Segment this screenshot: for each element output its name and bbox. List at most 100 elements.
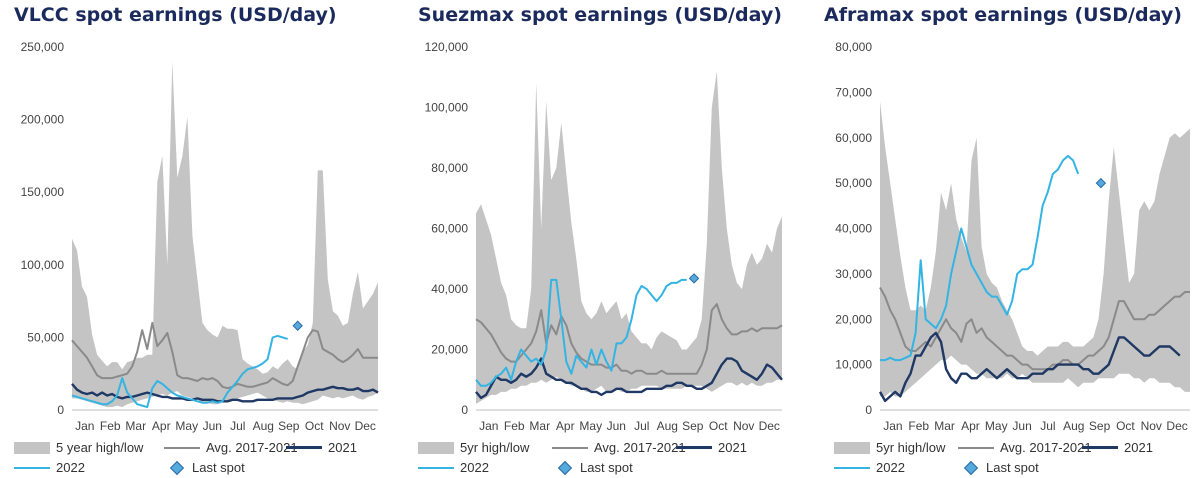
x-tick-label: Aug bbox=[253, 419, 274, 433]
legend-label: 5yr high/low bbox=[876, 440, 946, 455]
band-area bbox=[72, 61, 378, 408]
legend-label: Avg. 2017-2021 bbox=[594, 440, 686, 455]
avg-swatch bbox=[552, 446, 588, 449]
x-tick-label: Nov bbox=[733, 419, 754, 433]
avg-2017-2021-line bbox=[475, 303, 783, 375]
line-2022-swatch bbox=[418, 466, 454, 469]
legend-item-2022: 2022 bbox=[834, 460, 905, 475]
y-tick-label: 80,000 bbox=[431, 161, 468, 175]
chart-title: VLCC spot earnings (USD/day) bbox=[14, 4, 337, 26]
line-2021-swatch bbox=[676, 446, 712, 449]
line-2021 bbox=[475, 357, 783, 400]
legend-item-last-spot: Last spot bbox=[552, 460, 633, 475]
line-2022 bbox=[880, 154, 1080, 362]
legend-item-last-spot: Last spot bbox=[164, 460, 245, 475]
x-tick-label: Feb bbox=[100, 419, 121, 433]
y-tick-label: 60,000 bbox=[835, 131, 872, 145]
legend-item-2021: 2021 bbox=[676, 440, 747, 455]
line-2022 bbox=[71, 334, 288, 409]
x-tick-label: Oct bbox=[305, 419, 324, 433]
x-tick-label: Jan bbox=[479, 419, 498, 433]
x-tick-label: Jul bbox=[230, 419, 245, 433]
x-tick-label: Sep bbox=[278, 419, 300, 433]
avg-swatch bbox=[958, 446, 994, 449]
x-tick-label: Jan bbox=[75, 419, 94, 433]
x-tick-label: Apr bbox=[152, 419, 171, 433]
x-tick-label: Dec bbox=[1166, 419, 1187, 433]
legend-item-2021: 2021 bbox=[286, 440, 357, 455]
x-tick-label: Jun bbox=[1012, 419, 1031, 433]
x-tick-label: Aug bbox=[657, 419, 678, 433]
suezmax-plot: 0 20,000 40,000 60,000 80,000 100,000 120,000 J… bbox=[425, 40, 783, 433]
x-tick-label: Jun bbox=[203, 419, 222, 433]
x-tick-label: May bbox=[175, 419, 198, 433]
diamond-icon bbox=[557, 460, 573, 475]
legend-label: Avg. 2017-2021 bbox=[206, 440, 298, 455]
x-tick-label: Oct bbox=[709, 419, 728, 433]
x-tick-label: Jul bbox=[1040, 419, 1055, 433]
band-swatch bbox=[14, 441, 50, 454]
x-tick-label: Jun bbox=[607, 419, 626, 433]
chart-title: Suezmax spot earnings (USD/day) bbox=[418, 4, 782, 26]
y-tick-label: 120,000 bbox=[425, 40, 469, 54]
chart-title: Aframax spot earnings (USD/day) bbox=[824, 4, 1182, 26]
legend-item-avg: Avg. 2017-2021 bbox=[958, 440, 1092, 455]
x-tick-label: Mar bbox=[529, 419, 550, 433]
legend-label: 2021 bbox=[718, 440, 747, 455]
y-tick-label: 200,000 bbox=[21, 113, 65, 127]
y-tick-label: 150,000 bbox=[21, 185, 65, 199]
line-2022-swatch bbox=[834, 466, 870, 469]
y-tick-label: 250,000 bbox=[21, 40, 65, 54]
x-tick-label: Oct bbox=[1116, 419, 1135, 433]
legend-item-last-spot: Last spot bbox=[958, 460, 1039, 475]
legend-item-band: 5 year high/low bbox=[14, 440, 143, 455]
line-2021 bbox=[71, 383, 379, 403]
y-tick-label: 20,000 bbox=[835, 312, 872, 326]
legend-label: Last spot bbox=[580, 460, 633, 475]
x-tick-label: Nov bbox=[1141, 419, 1162, 433]
y-tick-label: 30,000 bbox=[835, 267, 872, 281]
legend-item-avg: Avg. 2017-2021 bbox=[552, 440, 686, 455]
avg-2017-2021-line bbox=[879, 287, 1190, 371]
last-spot-marker bbox=[1095, 177, 1107, 189]
aframax-panel: Aframax spot earnings (USD/day) 0 10,000 2… bbox=[810, 0, 1200, 478]
legend-item-2022: 2022 bbox=[14, 460, 85, 475]
y-tick-label: 0 bbox=[865, 403, 872, 417]
y-tick-label: 100,000 bbox=[425, 101, 469, 115]
x-tick-label: Apr bbox=[556, 419, 575, 433]
y-tick-label: 50,000 bbox=[835, 176, 872, 190]
y-tick-label: 40,000 bbox=[431, 282, 468, 296]
legend-label: Last spot bbox=[986, 460, 1039, 475]
x-tick-label: Mar bbox=[125, 419, 146, 433]
x-tick-label: Jan bbox=[883, 419, 902, 433]
diamond-icon bbox=[169, 460, 185, 475]
legend-label: Last spot bbox=[192, 460, 245, 475]
x-tick-label: Feb bbox=[908, 419, 929, 433]
y-tick-label: 70,000 bbox=[835, 85, 872, 99]
line-2022 bbox=[475, 278, 687, 387]
band-swatch bbox=[834, 441, 870, 454]
y-tick-label: 50,000 bbox=[27, 330, 64, 344]
x-tick-label: May bbox=[579, 419, 602, 433]
last-spot-marker bbox=[292, 320, 303, 331]
legend-label: 5 year high/low bbox=[56, 440, 144, 455]
x-tick-label: Dec bbox=[355, 419, 376, 433]
band-swatch bbox=[418, 441, 454, 454]
avg-swatch bbox=[164, 446, 200, 449]
legend-label: 2022 bbox=[56, 460, 85, 475]
aframax-plot: 0 10,000 20,000 30,000 40,000 50,000 60,000 70,… bbox=[835, 40, 1190, 433]
legend-label: 2022 bbox=[876, 460, 905, 475]
x-tick-label: Nov bbox=[329, 419, 350, 433]
x-tick-label: Aug bbox=[1063, 419, 1084, 433]
vlcc-panel: VLCC spot earnings (USD/day) 0 50,000 100,… bbox=[0, 0, 400, 478]
diamond-icon bbox=[963, 460, 979, 475]
y-tick-label: 100,000 bbox=[21, 258, 65, 272]
y-tick-label: 0 bbox=[461, 403, 468, 417]
suezmax-panel: Suezmax spot earnings (USD/day) 0 20,000 4… bbox=[404, 0, 804, 478]
line-2021 bbox=[878, 331, 1181, 403]
vlcc-plot: 0 50,000 100,000 150,000 200,000 250,000 Jan Fe… bbox=[21, 40, 379, 433]
legend-label: 2021 bbox=[1124, 440, 1153, 455]
x-tick-label: Feb bbox=[504, 419, 525, 433]
x-tick-label: Jul bbox=[634, 419, 649, 433]
